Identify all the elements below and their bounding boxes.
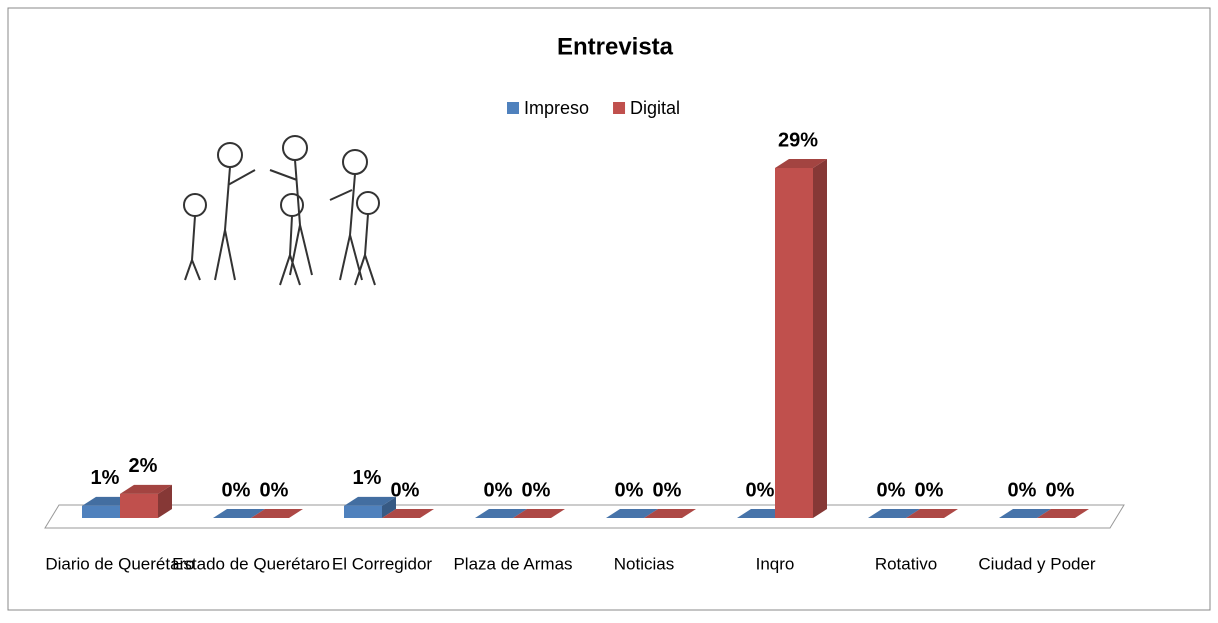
data-label: 0% <box>653 479 682 501</box>
data-label: 0% <box>484 479 513 501</box>
data-label: 0% <box>877 479 906 501</box>
bar <box>999 509 1051 518</box>
data-label: 0% <box>746 479 775 501</box>
bar-top <box>475 509 527 518</box>
data-label: 2% <box>129 455 158 477</box>
legend-label: Digital <box>630 98 680 118</box>
data-label: 0% <box>522 479 551 501</box>
bar <box>1037 509 1089 518</box>
x-tick-label: El Corregidor <box>332 554 432 573</box>
bar <box>868 509 920 518</box>
bar-front <box>82 505 120 518</box>
x-tick-label: Estado de Querétaro <box>172 554 330 573</box>
bar-side <box>813 159 827 518</box>
x-tick-label: Inqro <box>756 554 795 573</box>
data-label: 1% <box>91 467 120 489</box>
bar-top <box>1037 509 1089 518</box>
bar-top <box>120 484 172 494</box>
x-tick-label: Diario de Querétaro <box>45 554 194 573</box>
bar <box>606 509 658 518</box>
bar <box>344 496 396 518</box>
bar <box>475 509 527 518</box>
bar-top <box>382 509 434 518</box>
data-label: 0% <box>615 479 644 501</box>
bar <box>644 509 696 518</box>
bar-top <box>644 509 696 518</box>
data-label: 0% <box>391 479 420 501</box>
legend-label: Impreso <box>524 98 589 118</box>
x-tick-label: Ciudad y Poder <box>978 554 1096 573</box>
bar-top <box>868 509 920 518</box>
x-tick-label: Plaza de Armas <box>453 554 572 573</box>
bar <box>513 509 565 518</box>
legend-swatch <box>613 102 626 114</box>
bar-top <box>344 496 396 506</box>
data-label: 0% <box>260 479 289 501</box>
data-label: 0% <box>1008 479 1037 501</box>
bar-top <box>213 509 265 518</box>
data-label: 0% <box>222 479 251 501</box>
data-label: 0% <box>915 479 944 501</box>
data-label: 0% <box>1046 479 1075 501</box>
bar-front <box>344 505 382 518</box>
bar-top <box>775 159 827 168</box>
bar-front <box>120 493 158 518</box>
x-tick-label: Rotativo <box>875 554 937 573</box>
data-label: 29% <box>778 129 818 151</box>
legend-swatch <box>507 102 519 114</box>
bar <box>906 509 958 518</box>
bar-top <box>513 509 565 518</box>
bar <box>251 509 303 518</box>
floor <box>44 504 1125 529</box>
bar <box>382 509 434 518</box>
bar-top <box>606 509 658 518</box>
bar-top <box>999 509 1051 518</box>
bar <box>775 159 827 518</box>
bar-front <box>775 168 813 518</box>
bar <box>213 509 265 518</box>
bar-top <box>251 509 303 518</box>
bar <box>120 484 172 518</box>
bar-top <box>906 509 958 518</box>
cartoon <box>183 135 380 286</box>
data-label: 1% <box>353 467 382 489</box>
chart-title: Entrevista <box>557 33 674 60</box>
bar-side <box>158 484 172 518</box>
bar-side <box>382 496 396 518</box>
x-tick-label: Noticias <box>614 554 674 573</box>
